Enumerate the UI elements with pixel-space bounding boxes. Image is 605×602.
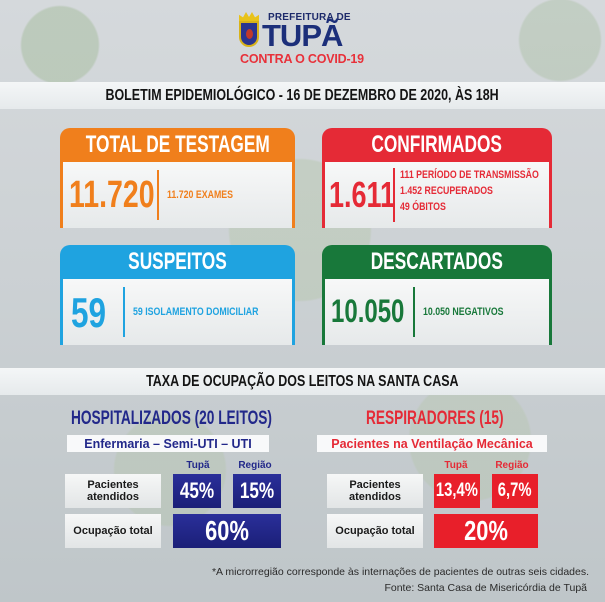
testagem-detail: 11.720 EXAMES	[167, 189, 234, 201]
respiradores-subtitle: Pacientes na Ventilação Mecânica	[317, 435, 547, 452]
footer-note: *A microrregião corresponde às internaçõ…	[211, 566, 589, 578]
confirmados-obitos: 49 ÓBITOS	[400, 201, 446, 213]
hospitalizados-title: HOSPITALIZADOS (20 LEITOS)	[71, 408, 272, 429]
card-descartados-title: DESCARTADOS	[370, 248, 504, 275]
divider	[123, 287, 125, 337]
testagem-value: 11.720	[69, 174, 155, 216]
hospitalizados-subtitle: Enfermaria – Semi-UTI – UTI	[67, 435, 269, 452]
city-name: TUPÃ	[262, 18, 343, 53]
col-regiao-label: Região	[495, 460, 529, 471]
col-regiao-label: Região	[238, 460, 272, 471]
footer-source: Fonte: Santa Casa de Misericórdia de Tup…	[384, 582, 587, 594]
card-suspeitos-title: SUSPEITOS	[128, 248, 227, 275]
confirmados-value: 1.611	[329, 174, 396, 215]
hospitalizados-tupa-value: 45%	[173, 474, 221, 508]
occupancy-title: TAXA DE OCUPAÇÃO DOS LEITOS NA SANTA CAS…	[146, 372, 459, 390]
respiradores-tupa-value: 13,4%	[434, 474, 480, 508]
row-ocupacao-total: Ocupação total	[65, 514, 161, 548]
divider	[157, 170, 159, 220]
card-suspeitos-header: SUSPEITOS	[60, 245, 295, 279]
card-testagem-body: 11.720 11.720 EXAMES	[60, 162, 295, 228]
divider	[393, 168, 395, 222]
col-tupa-label: Tupã	[444, 460, 468, 471]
hospitalizados-regiao-value: 15%	[233, 474, 281, 508]
card-suspeitos: SUSPEITOS 59 59 ISOLAMENTO DOMICILIAR	[60, 245, 295, 345]
descartados-value: 10.050	[331, 293, 405, 329]
card-confirmados-title: CONFIRMADOS	[371, 131, 503, 158]
card-descartados-body: 10.050 10.050 NEGATIVOS	[322, 279, 552, 345]
bulletin-title: BOLETIM EPIDEMIOLÓGICO - 16 DE DEZEMBRO …	[105, 86, 500, 104]
confirmados-recuperados: 1.452 RECUPERADOS	[400, 185, 493, 197]
card-descartados-header: DESCARTADOS	[322, 245, 552, 279]
card-testagem: TOTAL DE TESTAGEM 11.720 11.720 EXAMES	[60, 128, 295, 228]
divider	[413, 287, 415, 337]
suspeitos-value: 59	[71, 289, 107, 336]
occupancy-band: TAXA DE OCUPAÇÃO DOS LEITOS NA SANTA CAS…	[0, 368, 605, 395]
card-confirmados: CONFIRMADOS 1.611 111 PERÍODO DE TRANSMI…	[322, 128, 552, 228]
confirmados-transmissao: 111 PERÍODO DE TRANSMISSÃO	[400, 169, 539, 181]
descartados-detail: 10.050 NEGATIVOS	[423, 306, 504, 318]
col-tupa-label: Tupã	[186, 460, 210, 471]
respiradores-total-value: 20%	[434, 514, 538, 548]
card-suspeitos-body: 59 59 ISOLAMENTO DOMICILIAR	[60, 279, 295, 345]
card-testagem-header: TOTAL DE TESTAGEM	[60, 128, 295, 162]
card-confirmados-body: 1.611 111 PERÍODO DE TRANSMISSÃO 1.452 R…	[322, 162, 552, 228]
campaign-label: CONTRA O COVID-19	[240, 52, 364, 66]
coat-of-arms-icon	[238, 12, 260, 48]
hospitalizados-total-value: 60%	[173, 514, 281, 548]
prefeitura-label: PREFEITURA DE	[268, 12, 351, 23]
row-pacientes-atendidos: Pacientes atendidos	[327, 474, 423, 508]
row-pacientes-atendidos: Pacientes atendidos	[65, 474, 161, 508]
card-confirmados-header: CONFIRMADOS	[322, 128, 552, 162]
row-ocupacao-total: Ocupação total	[327, 514, 423, 548]
respiradores-regiao-value: 6,7%	[492, 474, 538, 508]
card-testagem-title: TOTAL DE TESTAGEM	[85, 131, 270, 158]
card-descartados: DESCARTADOS 10.050 10.050 NEGATIVOS	[322, 245, 552, 345]
respiradores-title: RESPIRADORES (15)	[366, 408, 504, 429]
suspeitos-detail: 59 ISOLAMENTO DOMICILIAR	[133, 306, 259, 318]
prefeitura-logo: PREFEITURA DE TUPÃ CONTRA O COVID-19	[238, 8, 368, 70]
bulletin-band: BOLETIM EPIDEMIOLÓGICO - 16 DE DEZEMBRO …	[0, 82, 605, 109]
